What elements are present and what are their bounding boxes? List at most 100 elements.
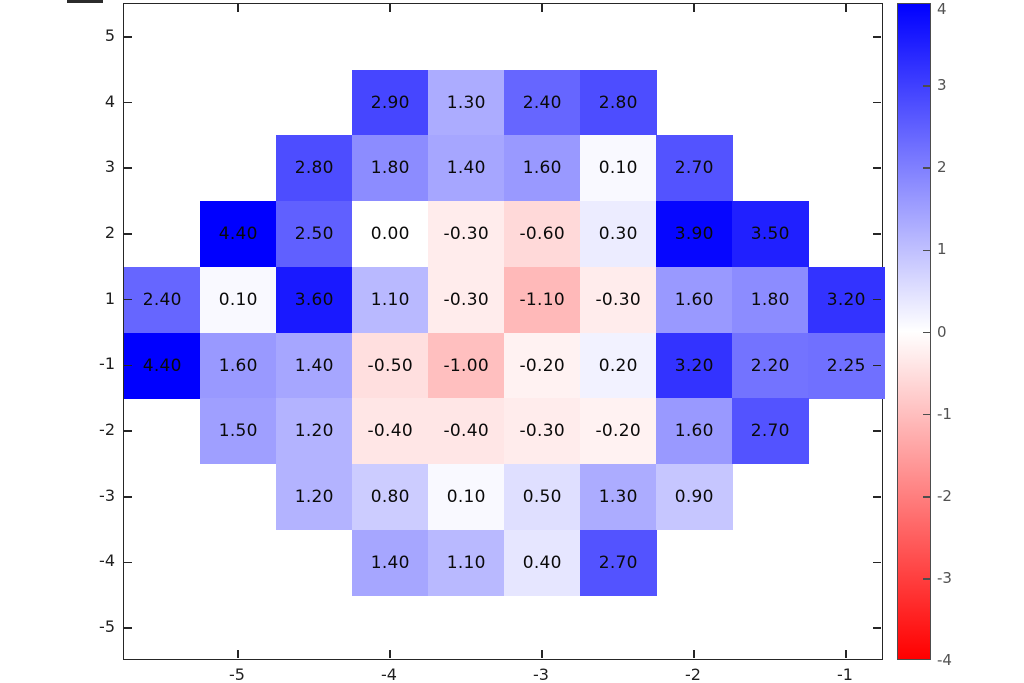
y-tick-label: 1: [104, 288, 115, 308]
heatmap-cell: 1.30: [428, 69, 505, 136]
x-tick-label: -5: [229, 665, 245, 683]
axis-tick: [873, 167, 881, 170]
heatmap-cell: 2.80: [580, 69, 657, 136]
axis-tick: [845, 4, 847, 12]
y-tick-label: 2: [104, 222, 115, 242]
heatmap-cell: 0.50: [504, 463, 581, 531]
heatmap-cell: 1.20: [276, 398, 353, 465]
heatmap-cell: -0.40: [428, 398, 505, 465]
colorbar-tick: [923, 331, 930, 334]
heatmap-cell: 1.30: [580, 463, 657, 531]
axis-tick: [873, 627, 881, 629]
heatmap-cell: 3.50: [732, 201, 809, 268]
heatmap-cell: 2.40: [124, 266, 201, 333]
colorbar-tick-label: 0: [937, 322, 947, 341]
heatmap-cell: 4.40: [124, 332, 201, 399]
y-tick-label: 5: [104, 25, 115, 45]
y-tick-label: -5: [99, 617, 115, 637]
heatmap-cell: 2.50: [276, 201, 353, 268]
colorbar-tick-label: 3: [937, 76, 947, 95]
heatmap-cell: 1.20: [276, 463, 353, 531]
x-tick-label: -1: [837, 665, 853, 683]
heatmap-cell: -0.60: [504, 201, 581, 268]
heatmap-cell: 1.10: [428, 529, 505, 596]
axis-tick: [124, 495, 132, 498]
heatmap-cell: 4.40: [200, 201, 277, 268]
axis-tick: [873, 430, 881, 432]
heatmap-cell: -0.20: [580, 398, 657, 465]
colorbar-tick: [923, 249, 930, 252]
heatmap-cell: -0.30: [428, 266, 505, 333]
heatmap-cell: 3.20: [808, 266, 885, 333]
heatmap-cell: -0.40: [352, 398, 429, 465]
heatmap-cell: 1.40: [276, 332, 353, 399]
axis-tick: [873, 561, 881, 564]
heatmap-cell: -0.30: [580, 266, 657, 333]
axis-tick: [873, 233, 881, 235]
heatmap-cell: 1.40: [352, 529, 429, 596]
heatmap-cell: 0.90: [656, 463, 733, 531]
heatmap-cell: 0.10: [200, 266, 277, 333]
colorbar-tick: [923, 495, 930, 498]
colorbar-tick-label: -2: [937, 486, 952, 505]
axis-tick: [124, 430, 132, 432]
axis-tick: [124, 561, 132, 564]
axis-tick: [389, 4, 391, 12]
heatmap-cell: -1.10: [504, 266, 581, 333]
colorbar-tick: [923, 85, 930, 87]
heatmap-cell: -0.50: [352, 332, 429, 399]
axis-tick: [693, 650, 695, 658]
heatmap-cell: -0.20: [504, 332, 581, 399]
colorbar-tick: [923, 167, 930, 170]
heatmap-cell: 2.70: [732, 398, 809, 465]
y-tick-label: 3: [104, 157, 115, 177]
x-tick-label: -4: [381, 665, 397, 683]
heatmap-cell: 1.40: [428, 135, 505, 202]
axis-tick: [124, 364, 132, 367]
y-tick-label: -4: [99, 551, 115, 571]
axis-tick: [237, 650, 239, 658]
axis-tick: [124, 36, 132, 38]
heatmap-cell: 2.80: [276, 135, 353, 202]
colorbar-tick-label: -3: [937, 568, 952, 587]
heatmap-cell: 1.80: [352, 135, 429, 202]
axis-tick: [873, 101, 881, 104]
heatmap-cell: 2.90: [352, 69, 429, 136]
heatmap-cell: 0.30: [580, 201, 657, 268]
cropped-text-artifact: [67, 0, 103, 3]
y-tick-label: -1: [99, 354, 115, 374]
heatmap-cell: -0.30: [504, 398, 581, 465]
heatmap-cell: -0.30: [428, 201, 505, 268]
axis-tick: [873, 495, 881, 498]
y-tick-label: -3: [99, 485, 115, 505]
axis-tick: [124, 627, 132, 629]
axis-tick: [693, 4, 695, 12]
axis-tick: [873, 364, 881, 367]
colorbar-tick-label: 2: [937, 158, 947, 177]
axis-tick: [541, 650, 543, 658]
heatmap-cell: 1.60: [504, 135, 581, 202]
heatmap-cell: -1.00: [428, 332, 505, 399]
axis-tick: [845, 650, 847, 658]
colorbar-tick-label: 4: [937, 0, 947, 18]
heatmap-cell: 0.00: [352, 201, 429, 268]
heatmap-cell: 2.70: [656, 135, 733, 202]
colorbar-tick-label: 1: [937, 240, 947, 259]
colorbar-tick: [923, 413, 930, 416]
colorbar-tick-label: -1: [937, 404, 952, 423]
colorbar-tick: [923, 578, 930, 580]
axis-tick: [124, 298, 132, 301]
heatmap-cell: 3.90: [656, 201, 733, 268]
x-tick-label: -3: [533, 665, 549, 683]
heatmap-cell: 2.40: [504, 69, 581, 136]
axis-tick: [124, 167, 132, 170]
heatmap-cell: 1.60: [656, 266, 733, 333]
axis-tick: [389, 650, 391, 658]
heatmap-cell: 0.10: [580, 135, 657, 202]
axis-tick: [873, 298, 881, 301]
heatmap-cell: 0.10: [428, 463, 505, 531]
plot-area: 2.90 1.30 2.40 2.80 2.80 1.80 1.40 1.60 0.10 2.70…: [123, 3, 885, 660]
heatmap-cell: 2.70: [580, 529, 657, 596]
colorbar-tick-label: -4: [937, 651, 952, 669]
